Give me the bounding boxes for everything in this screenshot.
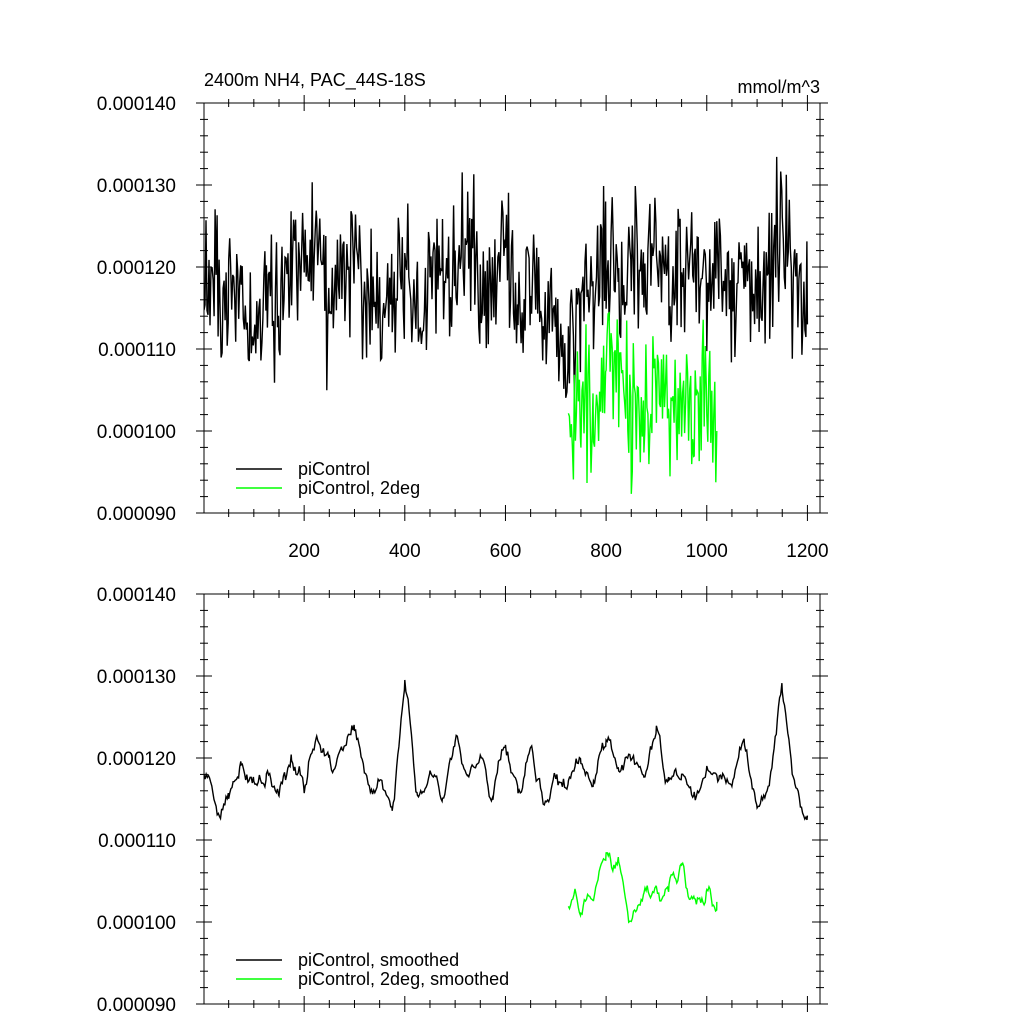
y-tick-label: 0.000130 [97,667,176,688]
units-label: mmol/m^3 [738,77,820,97]
series-line-picontrol-2deg [567,311,718,494]
y-tick-label: 0.000090 [97,504,176,525]
legend-label: piControl, 2deg, smoothed [298,969,509,989]
y-tick-label: 0.000140 [97,94,176,115]
x-tick-label: 1000 [686,541,728,562]
x-tick-label: 1200 [786,541,828,562]
top-panel: 0.000090 0.000100 0.000110 0.000120 0.000130… [97,70,829,562]
y-tick-label: 0.000130 [97,176,176,197]
x-tick-label: 600 [490,541,522,562]
y-tick-label: 0.000110 [98,340,176,361]
x-tick-label: 200 [288,541,320,562]
bottom-panel: 0.000090 0.000100 0.000110 0.000120 0.000130… [97,585,828,1016]
y-tick-label: 0.000100 [97,913,176,934]
y-tick-label: 0.000110 [98,831,176,852]
y-tick-label: 0.000140 [97,585,176,606]
y-tick-label: 0.000120 [97,749,176,770]
x-tick-label: 400 [389,541,421,562]
legend-label: piControl [298,459,370,479]
x-tick-label: 800 [590,541,622,562]
plot-frame [203,102,821,514]
y-tick-label: 0.000120 [97,258,176,279]
y-tick-label: 0.000090 [97,995,176,1016]
chart-title: 2400m NH4, PAC_44S-18S [204,70,426,91]
series-line-picontrol-2deg [567,852,718,924]
y-tick-label: 0.000100 [97,422,176,443]
legend-label: piControl, 2deg [298,478,420,498]
series-line-picontrol [204,156,809,398]
legend-label: piControl, smoothed [298,950,459,970]
plot-frame [203,593,821,1005]
series-line-picontrol [204,679,809,821]
